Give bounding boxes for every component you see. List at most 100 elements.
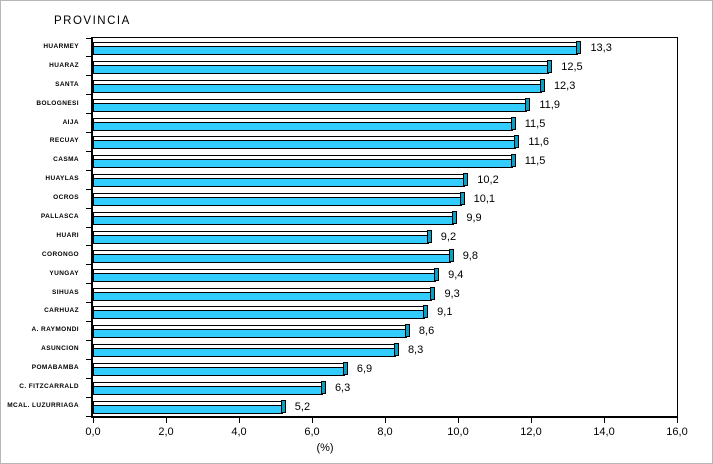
bar-end-cap (426, 229, 432, 243)
bar-end-cap (576, 41, 582, 54)
value-label: 13,3 (590, 42, 612, 54)
bar-front-face (94, 273, 436, 281)
value-label: 11,6 (528, 136, 549, 149)
y-axis-tick (86, 113, 91, 115)
bar-top-face (94, 231, 428, 236)
value-label: 9,9 (466, 212, 482, 225)
bar-row: OCROS 10,1 (53, 189, 677, 208)
bar (93, 59, 553, 74)
y-axis-tick (86, 339, 91, 341)
category-label: OCROS (53, 194, 79, 202)
bar (93, 229, 432, 244)
bar-front-face (94, 160, 512, 168)
bar-front-face (94, 103, 527, 111)
bar-end-cap (280, 399, 286, 413)
x-axis-tick (165, 416, 167, 423)
bar-front-face (94, 292, 432, 300)
value-label: 10,1 (473, 193, 496, 206)
bar-row: PALLASCA 9,9 (41, 208, 677, 227)
bar-front-face (94, 235, 428, 243)
bar-end-cap (404, 324, 410, 338)
bar-top-face (94, 364, 344, 369)
value-label: 11,5 (524, 155, 546, 168)
y-axis-tick (86, 132, 91, 133)
bar-row: ASUNCION 8,3 (41, 340, 677, 359)
bar-row: HUARMEY 13,3 (43, 38, 677, 57)
bar-row: HUAYLAS 10,2 (45, 170, 677, 189)
bar (93, 135, 520, 150)
bar-front-face (94, 254, 450, 262)
category-label: HUARI (56, 231, 79, 239)
bar-row: RECUAY 11,6 (50, 132, 677, 151)
category-label: A. RAYMONDI (31, 326, 79, 334)
y-axis-tick (86, 207, 91, 209)
bar (93, 286, 436, 301)
bar-front-face (94, 122, 512, 130)
bar-top-face (94, 326, 406, 331)
y-axis-tick (86, 37, 91, 39)
y-axis-tick (86, 188, 91, 190)
bar-front-face (94, 405, 282, 413)
x-axis-title: (%) (316, 442, 334, 454)
x-axis-tick-label: 16,0 (666, 426, 688, 438)
y-axis-tick (86, 56, 91, 58)
bar-front-face (94, 84, 541, 92)
bar-front-face (94, 387, 322, 395)
bar-end-cap (525, 97, 531, 111)
bar-top-face (94, 288, 432, 293)
category-label: PALLASCA (40, 213, 79, 221)
bar (93, 154, 516, 169)
x-axis-tick (457, 416, 459, 423)
y-axis-tick (86, 226, 91, 228)
x-axis-tick-label: 8,0 (377, 426, 393, 438)
bar-row: C. FITZCARRALD 6,3 (19, 378, 677, 397)
bar-front-face (94, 198, 461, 206)
bar-top-face (94, 99, 527, 104)
bar-row: CORONGO 9,8 (42, 246, 677, 265)
value-label: 9,8 (462, 249, 478, 262)
bar-front-face (94, 349, 395, 357)
bar-top-face (94, 61, 549, 66)
category-label: RECUAY (49, 137, 79, 145)
value-label: 12,5 (561, 60, 583, 73)
x-axis-tick-label: 4,0 (231, 426, 247, 438)
bar (93, 381, 326, 396)
bar-top-face (94, 269, 436, 274)
bar-end-cap (510, 116, 516, 130)
value-label: 12,3 (553, 79, 576, 92)
x-axis-tick-label: 6,0 (304, 426, 320, 438)
value-label: 5,2 (294, 400, 311, 413)
bar-end-cap (514, 135, 520, 149)
bar-top-face (94, 118, 512, 123)
y-axis-title: PROVINCIA (54, 15, 131, 27)
bar (93, 324, 410, 339)
bar-row: AIJA 11,5 (63, 114, 677, 133)
bar-top-face (94, 307, 425, 312)
bar-end-cap (459, 192, 465, 206)
bar-top-face (94, 383, 322, 388)
x-axis-tick-label: 14,0 (593, 426, 615, 438)
plot-area: HUARMEY 13,3 HUARAZ 12,5 SANTA 12,3 BOLOGNESI 1… (7, 37, 688, 454)
bar (93, 41, 582, 55)
category-label: MCAL. LUZURRIAGA (7, 401, 79, 409)
x-axis-tick-label: 0,0 (85, 426, 101, 438)
bar-row: HUARI 9,2 (56, 227, 677, 246)
value-label: 6,3 (334, 382, 351, 395)
bar-end-cap (342, 362, 348, 376)
bar-top-face (94, 156, 512, 161)
bar-row: CASMA 11,5 (53, 151, 677, 170)
bar-top-face (94, 250, 450, 255)
bar-row: SIHUAS 9,3 (52, 284, 677, 303)
x-axis-tick (384, 416, 386, 423)
value-label: 11,9 (539, 98, 560, 111)
bar-front-face (94, 311, 425, 319)
category-label: SANTA (55, 80, 79, 88)
bar-end-cap (434, 267, 440, 281)
bar-row: A. RAYMONDI 8,6 (32, 321, 677, 340)
bar-top-face (94, 345, 395, 350)
bar (93, 97, 531, 112)
bar-top-face (94, 137, 516, 142)
category-label: C. FITZCARRALD (19, 383, 79, 391)
x-axis-tick (603, 416, 605, 423)
bar-end-cap (430, 286, 436, 300)
